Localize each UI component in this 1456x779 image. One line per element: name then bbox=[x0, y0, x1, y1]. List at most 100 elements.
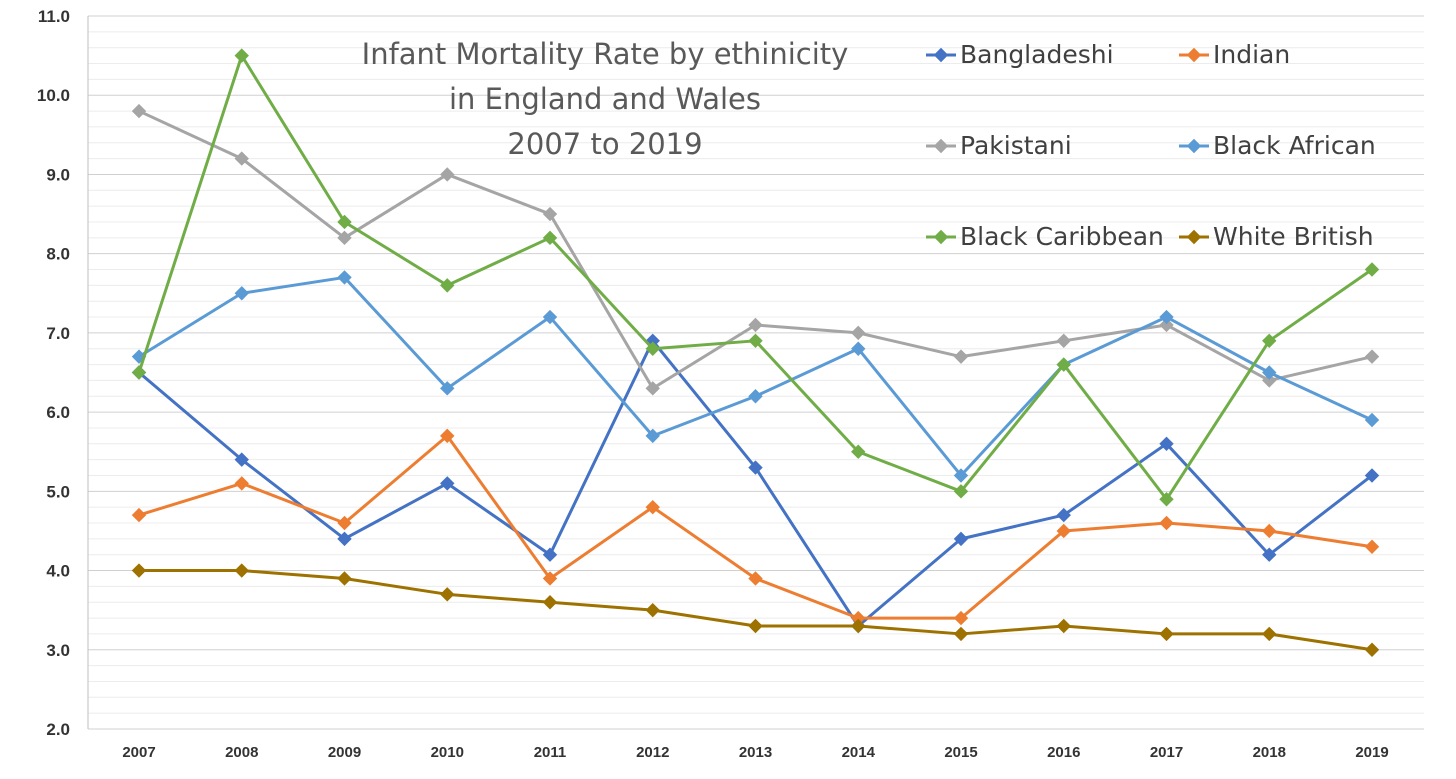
x-tick-label: 2013 bbox=[739, 744, 772, 761]
series-black-caribbean bbox=[131, 48, 1380, 507]
data-point bbox=[1364, 349, 1380, 364]
data-point bbox=[542, 230, 558, 246]
y-tick-label: 6.0 bbox=[46, 403, 70, 422]
data-point bbox=[645, 428, 660, 444]
data-point bbox=[234, 48, 249, 63]
data-point bbox=[1364, 468, 1380, 483]
data-point bbox=[1159, 317, 1174, 333]
chart-title: Infant Mortality Rate by ethinicity in E… bbox=[362, 37, 849, 161]
data-point bbox=[440, 167, 455, 182]
data-point bbox=[1159, 626, 1174, 642]
y-tick-label: 5.0 bbox=[46, 482, 70, 501]
legend-swatch-marker bbox=[933, 138, 949, 154]
data-point bbox=[953, 531, 969, 547]
data-point bbox=[1364, 262, 1380, 277]
chart-title-line-3: 2007 to 2019 bbox=[507, 127, 702, 161]
data-point bbox=[234, 151, 249, 166]
x-tick-label: 2015 bbox=[944, 744, 977, 761]
legend-entry-pakistani: Pakistani bbox=[926, 131, 1072, 160]
legend-entry-indian: Indian bbox=[1179, 40, 1290, 69]
data-point bbox=[851, 341, 866, 356]
data-point bbox=[851, 444, 866, 459]
data-point bbox=[1056, 618, 1071, 634]
x-tick-label: 2019 bbox=[1355, 744, 1388, 761]
data-point bbox=[542, 206, 558, 222]
y-tick-label: 7.0 bbox=[46, 324, 70, 343]
x-tick-label: 2007 bbox=[122, 744, 155, 761]
series-bangladeshi bbox=[131, 333, 1380, 634]
data-point bbox=[131, 563, 147, 578]
x-tick-label: 2008 bbox=[225, 744, 258, 761]
y-tick-label: 10.0 bbox=[37, 86, 70, 105]
data-point bbox=[440, 476, 455, 491]
axes: 2.0 3.0 4.0 5.0 6.0 7.0 8.0 9.0 10.0 11.0 2007 2008… bbox=[37, 7, 1389, 761]
data-point bbox=[748, 389, 763, 404]
data-point bbox=[953, 626, 969, 642]
series-lines bbox=[131, 48, 1380, 657]
legend-swatch-marker bbox=[1186, 229, 1202, 245]
y-tick-label: 9.0 bbox=[46, 165, 70, 184]
legend-label: Indian bbox=[1213, 40, 1290, 69]
chart-title-line-2: in England and Wales bbox=[449, 82, 761, 116]
x-tick-label: 2016 bbox=[1047, 744, 1080, 761]
y-tick-label: 8.0 bbox=[46, 245, 70, 264]
x-tick-label: 2009 bbox=[328, 744, 361, 761]
data-point bbox=[234, 286, 249, 301]
data-point bbox=[1159, 436, 1174, 452]
legend-label: Black African bbox=[1213, 131, 1376, 160]
x-tick-label: 2011 bbox=[534, 744, 567, 761]
legend-swatch-marker bbox=[1186, 47, 1202, 63]
data-point bbox=[953, 468, 969, 483]
data-point bbox=[1364, 642, 1380, 657]
data-point bbox=[1262, 365, 1277, 380]
data-point bbox=[337, 214, 352, 230]
legend-swatch-marker bbox=[1186, 138, 1202, 154]
data-point bbox=[645, 499, 660, 515]
data-point bbox=[1262, 547, 1277, 562]
x-tick-label: 2012 bbox=[636, 744, 669, 761]
data-point bbox=[1159, 492, 1174, 507]
y-tick-label: 4.0 bbox=[46, 562, 70, 581]
data-point bbox=[440, 587, 455, 602]
legend-entry-bangladeshi: Bangladeshi bbox=[926, 40, 1114, 69]
data-point bbox=[1056, 523, 1071, 539]
legend-swatch-marker bbox=[933, 229, 949, 245]
data-point bbox=[131, 365, 147, 380]
data-point bbox=[440, 428, 455, 444]
series-black-african bbox=[131, 270, 1380, 483]
legend-label: White British bbox=[1213, 222, 1374, 251]
legend-label: Black Caribbean bbox=[960, 222, 1164, 251]
legend: Bangladeshi Indian Pakistani Black African B… bbox=[926, 40, 1376, 251]
legend-entry-black-african: Black African bbox=[1179, 131, 1376, 160]
series-line-black-caribbean bbox=[137, 54, 1374, 501]
data-point bbox=[542, 571, 558, 586]
data-point bbox=[645, 381, 660, 396]
data-point bbox=[131, 103, 147, 119]
data-point bbox=[1056, 357, 1071, 372]
data-point bbox=[1159, 309, 1174, 325]
data-point bbox=[234, 563, 249, 578]
data-point bbox=[851, 618, 866, 634]
y-tick-label: 2.0 bbox=[46, 720, 70, 739]
data-point bbox=[131, 507, 147, 523]
series-white-british bbox=[131, 563, 1380, 657]
data-point bbox=[440, 278, 455, 293]
data-point bbox=[748, 571, 763, 586]
x-tick-label: 2014 bbox=[842, 744, 876, 761]
x-tick-label: 2010 bbox=[431, 744, 464, 761]
data-point bbox=[748, 317, 763, 333]
legend-label: Bangladeshi bbox=[960, 40, 1114, 69]
data-point bbox=[1159, 515, 1174, 531]
data-point bbox=[748, 618, 763, 634]
legend-swatch-marker bbox=[933, 47, 949, 63]
series-indian bbox=[131, 428, 1380, 626]
data-point bbox=[953, 484, 969, 499]
chart-title-line-1: Infant Mortality Rate by ethinicity bbox=[362, 37, 849, 71]
data-point bbox=[1262, 333, 1277, 349]
data-point bbox=[337, 230, 352, 246]
data-point bbox=[1364, 412, 1380, 428]
data-point bbox=[645, 341, 660, 356]
legend-entry-black-caribbean: Black Caribbean bbox=[926, 222, 1164, 251]
data-point bbox=[234, 476, 249, 491]
